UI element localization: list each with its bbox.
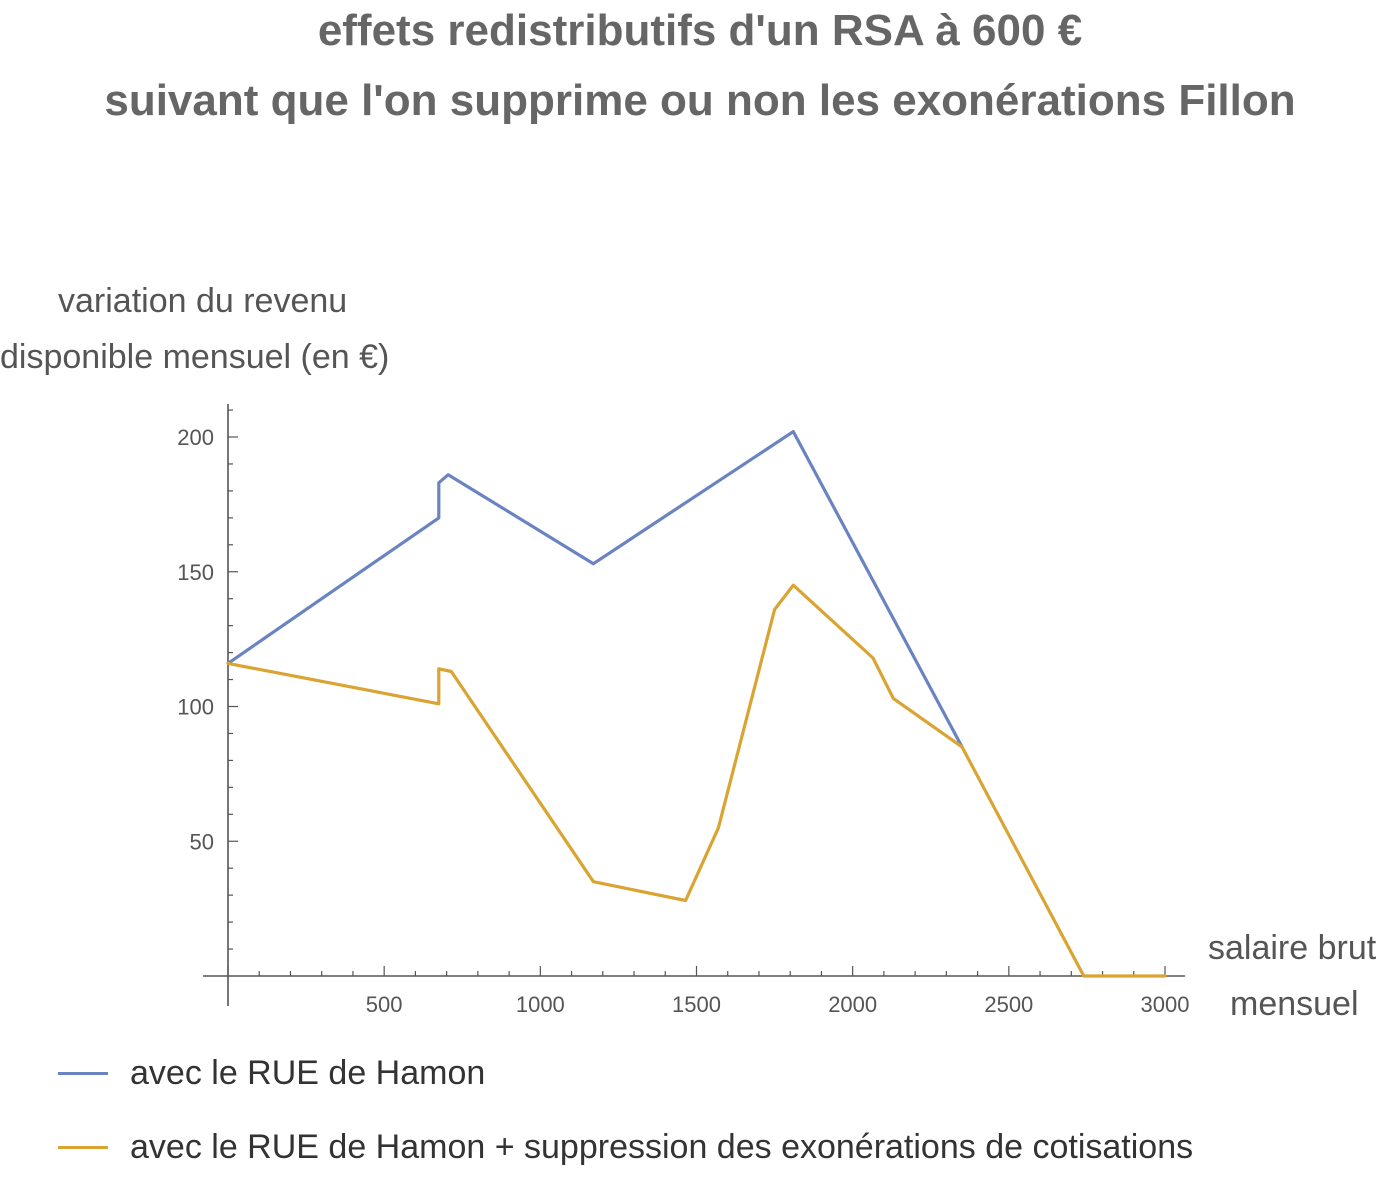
y-tick-label: 200 bbox=[177, 425, 214, 450]
x-axis-label-line-1: salaire brut bbox=[1208, 929, 1377, 967]
y-tick-label: 100 bbox=[177, 695, 214, 720]
chart-subtitle: suivant que l'on supprime ou non les exo… bbox=[104, 76, 1296, 125]
x-tick-label: 500 bbox=[366, 992, 403, 1017]
x-tick-label: 1500 bbox=[672, 992, 721, 1017]
x-tick-label: 2500 bbox=[984, 992, 1033, 1017]
legend-swatch-blue bbox=[58, 1071, 108, 1075]
x-tick-label: 2000 bbox=[828, 992, 877, 1017]
y-tick-label: 50 bbox=[190, 829, 214, 854]
legend-label: avec le RUE de Hamon + suppression des e… bbox=[130, 1127, 1194, 1166]
x-tick-label: 1000 bbox=[516, 992, 565, 1017]
x-axis-label-line-2: mensuel bbox=[1230, 985, 1359, 1023]
legend-swatch-orange bbox=[58, 1145, 108, 1149]
y-axis-label-line-2: disponible mensuel (en €) bbox=[0, 338, 390, 376]
legend-item-rue-hamon: avec le RUE de Hamon bbox=[58, 1048, 485, 1098]
legend-item-rue-hamon-suppression: avec le RUE de Hamon + suppression des e… bbox=[58, 1122, 1193, 1172]
chart-title: effets redistributifs d'un RSA à 600 € bbox=[317, 6, 1083, 55]
series-line-1 bbox=[226, 430, 964, 749]
y-axis-label-line-1: variation du revenu bbox=[58, 282, 348, 320]
x-tick-label: 3000 bbox=[1141, 992, 1190, 1017]
y-tick-label: 150 bbox=[177, 560, 214, 585]
series-line-2 bbox=[226, 583, 1167, 978]
legend-label: avec le RUE de Hamon bbox=[130, 1053, 486, 1092]
